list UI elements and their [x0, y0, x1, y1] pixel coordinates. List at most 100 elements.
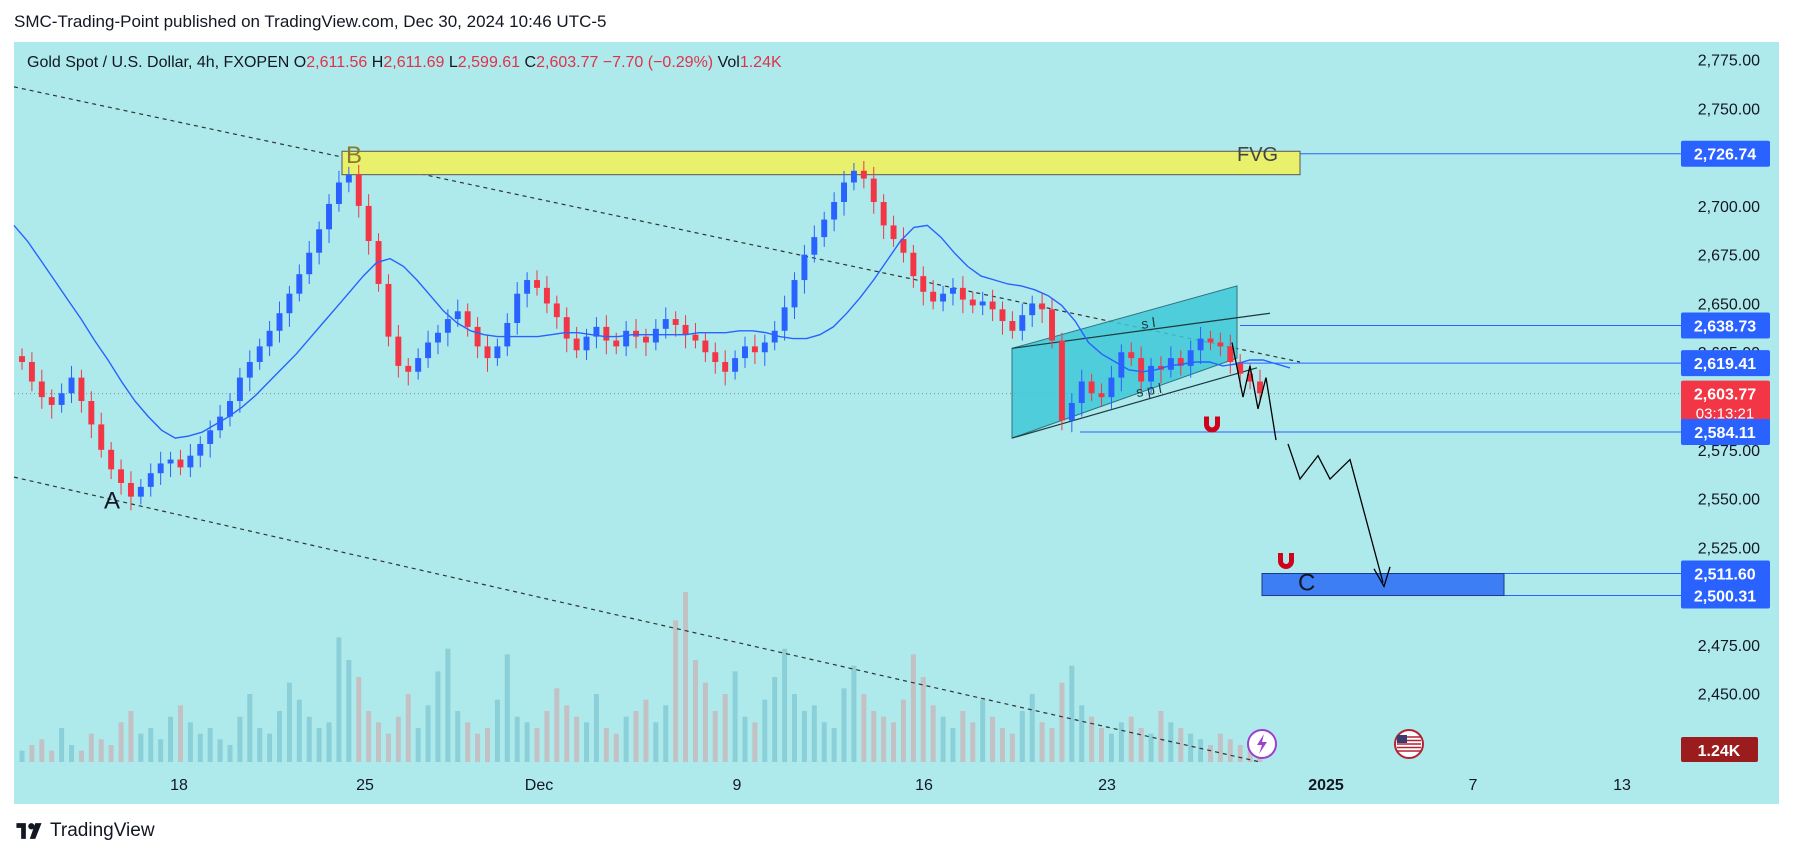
- rising-channel: [1011, 285, 1238, 439]
- volume-bar: [940, 716, 946, 762]
- candle-body: [732, 358, 739, 372]
- candle-body: [692, 334, 699, 341]
- candle-body: [930, 291, 937, 302]
- volume-bar: [1198, 739, 1204, 762]
- candle-body: [880, 202, 887, 226]
- candle-body: [999, 309, 1006, 322]
- candle-body: [118, 469, 125, 483]
- candle-body: [940, 293, 947, 302]
- volume-bar: [692, 660, 698, 762]
- candle-body: [108, 449, 115, 470]
- volume-bar: [306, 716, 312, 762]
- candle-body: [504, 322, 511, 347]
- volume-bars: [19, 592, 1263, 762]
- candle-body: [1068, 402, 1075, 421]
- volume-bar: [346, 660, 352, 762]
- candle-body: [68, 377, 75, 394]
- volume-bar: [267, 733, 273, 762]
- volume-bar: [722, 694, 728, 762]
- volume-tag-text: 1.24K: [1698, 743, 1741, 760]
- volume-bar: [1009, 733, 1015, 762]
- volume-bar: [643, 699, 649, 762]
- tradingview-logo[interactable]: TradingView: [14, 818, 155, 844]
- price-tag-text: 2,500.31: [1694, 589, 1756, 606]
- candle-body: [563, 317, 570, 339]
- volume-bar: [980, 699, 986, 762]
- close-label: C: [524, 54, 537, 71]
- volume-bar: [1049, 728, 1055, 762]
- candle-body: [385, 283, 392, 337]
- candle-body: [781, 307, 788, 331]
- volume-bar: [69, 745, 75, 762]
- candle-body: [98, 424, 105, 450]
- volume-bar: [475, 733, 481, 762]
- short-projection-path: [1231, 342, 1277, 441]
- upper-trendline: [13, 86, 1301, 363]
- price-tag-text: 2,726.74: [1694, 147, 1756, 164]
- candle-body: [553, 303, 560, 318]
- volume-bar: [207, 728, 213, 762]
- candle-body: [682, 324, 689, 335]
- candle-body: [642, 336, 649, 343]
- volume-bar: [1247, 750, 1253, 762]
- volume-bar: [98, 739, 104, 762]
- volume-bar: [108, 745, 114, 762]
- y-tick-label: 2,700.00: [1698, 199, 1760, 216]
- volume-bar: [851, 665, 857, 762]
- volume-bar: [772, 677, 778, 762]
- volume-bar: [1108, 733, 1114, 762]
- channel-top-line: [1011, 312, 1271, 349]
- volume-bar: [861, 694, 867, 762]
- candle-body: [1058, 340, 1065, 421]
- volume-bar: [1029, 694, 1035, 762]
- volume-bar: [821, 722, 827, 762]
- volume-bar: [1118, 722, 1124, 762]
- candle-body: [484, 346, 491, 359]
- price-tag: [1681, 419, 1770, 446]
- x-tick-label: 18: [170, 777, 188, 794]
- candle-body: [860, 170, 867, 179]
- candle-body: [801, 254, 808, 281]
- tradingview-brand: TradingView: [50, 820, 155, 841]
- candle-body: [950, 287, 956, 294]
- high-label: H: [371, 54, 384, 71]
- candle-body: [256, 346, 263, 362]
- volume-bar: [1158, 711, 1164, 762]
- candle-body: [761, 342, 768, 353]
- time-axis-panel: [14, 762, 1683, 804]
- moving-average-line: [13, 224, 1291, 439]
- price-tag: [1681, 560, 1770, 587]
- candle-body: [177, 459, 184, 468]
- volume-bar: [88, 733, 94, 762]
- volume-bar: [148, 728, 154, 762]
- candle-body: [78, 377, 85, 402]
- flag-canton: [1397, 735, 1407, 743]
- volume-bar: [712, 711, 718, 762]
- volume-bar: [831, 728, 837, 762]
- volume-bar: [999, 728, 1005, 762]
- candle-body: [969, 299, 976, 306]
- candle-body: [464, 311, 471, 327]
- volume-bar: [960, 711, 966, 762]
- candle-body: [415, 358, 422, 372]
- y-tick-label: 2,650.00: [1698, 296, 1760, 313]
- volume-bar: [465, 722, 471, 762]
- volume-bar: [336, 637, 342, 762]
- volume-bar: [593, 694, 599, 762]
- candle-body: [454, 311, 461, 320]
- candle-body: [672, 319, 679, 325]
- lower-trendline: [13, 476, 1261, 763]
- change-value: −7.70 (−0.29%): [602, 54, 714, 71]
- volume-bar: [891, 722, 897, 762]
- volume-bar: [118, 722, 124, 762]
- volume-bar: [316, 728, 322, 762]
- price-tag-text: 2,638.73: [1694, 318, 1756, 335]
- moving-average: [13, 224, 1291, 439]
- candle-body: [722, 362, 729, 372]
- volume-bar: [574, 716, 580, 762]
- volume-bar: [702, 682, 708, 762]
- projection-arrowhead: [1373, 566, 1391, 589]
- magnet-icon: [1204, 416, 1220, 433]
